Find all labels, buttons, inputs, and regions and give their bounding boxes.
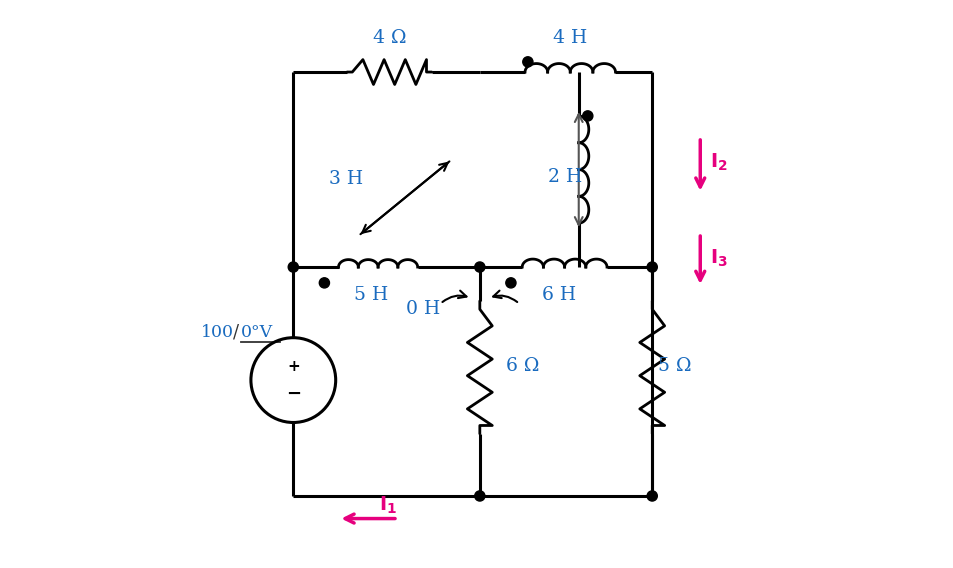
Text: 2 H: 2 H <box>547 168 581 186</box>
Text: $\mathbf{I_1}$: $\mathbf{I_1}$ <box>378 495 396 516</box>
Text: −: − <box>286 385 300 403</box>
Circle shape <box>288 262 298 272</box>
Circle shape <box>646 262 657 272</box>
Text: /: / <box>233 323 238 341</box>
Text: 6 H: 6 H <box>541 286 576 304</box>
Circle shape <box>475 491 484 501</box>
Text: 0°V: 0°V <box>240 324 273 341</box>
Text: $\mathbf{I_2}$: $\mathbf{I_2}$ <box>709 152 727 173</box>
Circle shape <box>646 491 657 501</box>
Text: 3 H: 3 H <box>329 170 362 189</box>
Text: 100: 100 <box>201 324 233 341</box>
Text: $\mathbf{I_3}$: $\mathbf{I_3}$ <box>709 248 727 269</box>
Text: 0 H: 0 H <box>406 300 440 318</box>
Circle shape <box>522 57 533 67</box>
Text: 4 Ω: 4 Ω <box>373 28 406 47</box>
Text: 6 Ω: 6 Ω <box>506 357 539 375</box>
Text: 4 H: 4 H <box>553 28 587 47</box>
Text: 5 H: 5 H <box>354 286 388 304</box>
Circle shape <box>475 262 484 272</box>
Text: 5 Ω: 5 Ω <box>658 357 691 375</box>
Text: +: + <box>287 359 299 374</box>
Circle shape <box>319 278 329 288</box>
Circle shape <box>505 278 516 288</box>
Circle shape <box>582 111 592 121</box>
